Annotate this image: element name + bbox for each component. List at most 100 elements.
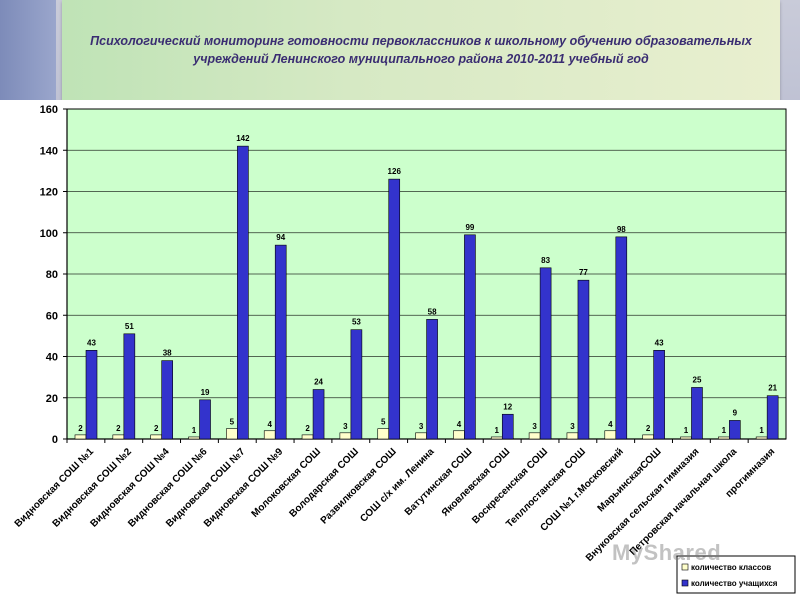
- bar-classes: [301, 434, 314, 440]
- bar-students: [577, 279, 590, 440]
- bar-classes: [566, 432, 579, 440]
- data-label-students: 19: [201, 388, 210, 397]
- category-label: Володарская СОШ: [288, 446, 361, 519]
- bar-students: [464, 234, 476, 440]
- bar-students: [388, 178, 401, 440]
- legend-swatch-classes: [681, 563, 689, 571]
- y-tick-label: 40: [46, 352, 58, 364]
- bar-classes: [718, 436, 730, 440]
- category-label: Молоковская СОШ: [250, 446, 324, 520]
- bar-students: [123, 333, 136, 440]
- bar-students: [350, 329, 363, 440]
- data-label-classes: 5: [230, 418, 235, 427]
- data-label-classes: 2: [116, 424, 121, 433]
- bar-students: [199, 399, 211, 440]
- data-label-classes: 4: [457, 420, 462, 429]
- bar-students: [615, 236, 628, 440]
- data-label-classes: 4: [608, 420, 613, 429]
- bar-students: [539, 267, 552, 440]
- legend-swatch-students: [681, 579, 689, 587]
- data-label-classes: 2: [154, 424, 159, 433]
- slide-title: Психологический мониторинг готовности пе…: [90, 34, 752, 66]
- y-tick-label: 100: [40, 228, 58, 240]
- data-label-students: 25: [693, 375, 702, 384]
- data-label-classes: 3: [419, 422, 424, 431]
- bar-classes: [755, 436, 768, 440]
- bar-students: [85, 350, 98, 440]
- data-label-students: 126: [388, 167, 402, 176]
- data-label-classes: 2: [646, 424, 651, 433]
- y-tick-label: 80: [46, 269, 58, 281]
- data-label-students: 43: [655, 338, 664, 347]
- bar-students: [426, 319, 438, 440]
- category-label: Воскресенская СОШ: [470, 446, 550, 526]
- category-label: Яковлевская СОШ: [440, 446, 512, 518]
- bar-classes: [490, 436, 503, 440]
- data-label-classes: 3: [532, 422, 537, 431]
- legend: [676, 555, 796, 594]
- data-label-students: 51: [125, 322, 134, 331]
- y-tick-label: 0: [52, 434, 58, 446]
- bar-classes: [528, 432, 541, 440]
- bar-classes: [453, 430, 465, 440]
- bar-classes: [150, 434, 162, 440]
- y-tick-label: 20: [46, 393, 58, 405]
- data-label-classes: 2: [305, 424, 310, 433]
- data-label-students: 99: [465, 223, 474, 232]
- data-label-students: 43: [87, 338, 96, 347]
- bar-students: [312, 389, 325, 440]
- data-label-classes: 1: [192, 426, 197, 435]
- bar-classes: [642, 434, 654, 440]
- data-label-students: 142: [236, 134, 250, 143]
- data-label-classes: 1: [722, 426, 727, 435]
- bar-students: [729, 420, 741, 440]
- bar-classes: [339, 432, 352, 440]
- data-label-classes: 1: [684, 426, 689, 435]
- y-tick-label: 60: [46, 310, 58, 322]
- bar-classes: [604, 430, 617, 440]
- y-tick-label: 140: [40, 145, 58, 157]
- bar-students: [766, 395, 779, 440]
- legend-label-classes: количество классов: [691, 563, 771, 572]
- data-label-students: 38: [163, 349, 172, 358]
- data-label-students: 24: [314, 378, 323, 387]
- bar-classes: [377, 428, 390, 440]
- data-label-classes: 2: [78, 424, 83, 433]
- data-label-classes: 5: [381, 418, 386, 427]
- data-label-students: 53: [352, 318, 361, 327]
- data-label-students: 58: [428, 307, 437, 316]
- legend-label-students: количество учащихся: [691, 579, 778, 588]
- bar-students: [274, 244, 287, 440]
- bar-students: [161, 360, 173, 440]
- category-label: Развилковская СОШ: [319, 446, 399, 526]
- category-label: МарьинскаяСОШ: [596, 446, 664, 514]
- data-label-students: 98: [617, 225, 626, 234]
- bar-classes: [112, 434, 125, 440]
- category-label: Ватутинская СОШ: [403, 446, 475, 518]
- watermark: MyShared: [612, 540, 722, 565]
- bar-students: [237, 145, 249, 440]
- bar-classes: [263, 430, 276, 440]
- bar-students: [691, 387, 703, 440]
- data-label-students: 12: [503, 402, 512, 411]
- bar-classes: [415, 432, 427, 440]
- bar-classes: [188, 436, 200, 440]
- title-band: [62, 0, 780, 100]
- bar-students: [653, 350, 665, 440]
- data-label-classes: 3: [570, 422, 575, 431]
- data-label-classes: 1: [495, 426, 500, 435]
- bar-students: [501, 413, 514, 440]
- y-tick-label: 160: [40, 104, 58, 116]
- bar-classes: [680, 436, 692, 440]
- category-label: СОШ с/х им. Ленина: [358, 446, 437, 525]
- bar-classes: [226, 428, 238, 440]
- data-label-students: 77: [579, 268, 588, 277]
- data-label-classes: 3: [343, 422, 348, 431]
- data-label-classes: 4: [267, 420, 272, 429]
- chart-area: 0 20 40 60 80 100 120 140 160 2 43 Видновская СОШ №…: [0, 100, 800, 600]
- bar-classes: [74, 434, 87, 440]
- data-label-classes: 1: [759, 426, 764, 435]
- data-label-students: 9: [733, 408, 738, 417]
- y-tick-label: 120: [40, 187, 58, 199]
